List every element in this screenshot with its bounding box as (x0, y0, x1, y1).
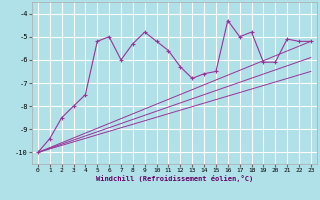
X-axis label: Windchill (Refroidissement éolien,°C): Windchill (Refroidissement éolien,°C) (96, 175, 253, 182)
